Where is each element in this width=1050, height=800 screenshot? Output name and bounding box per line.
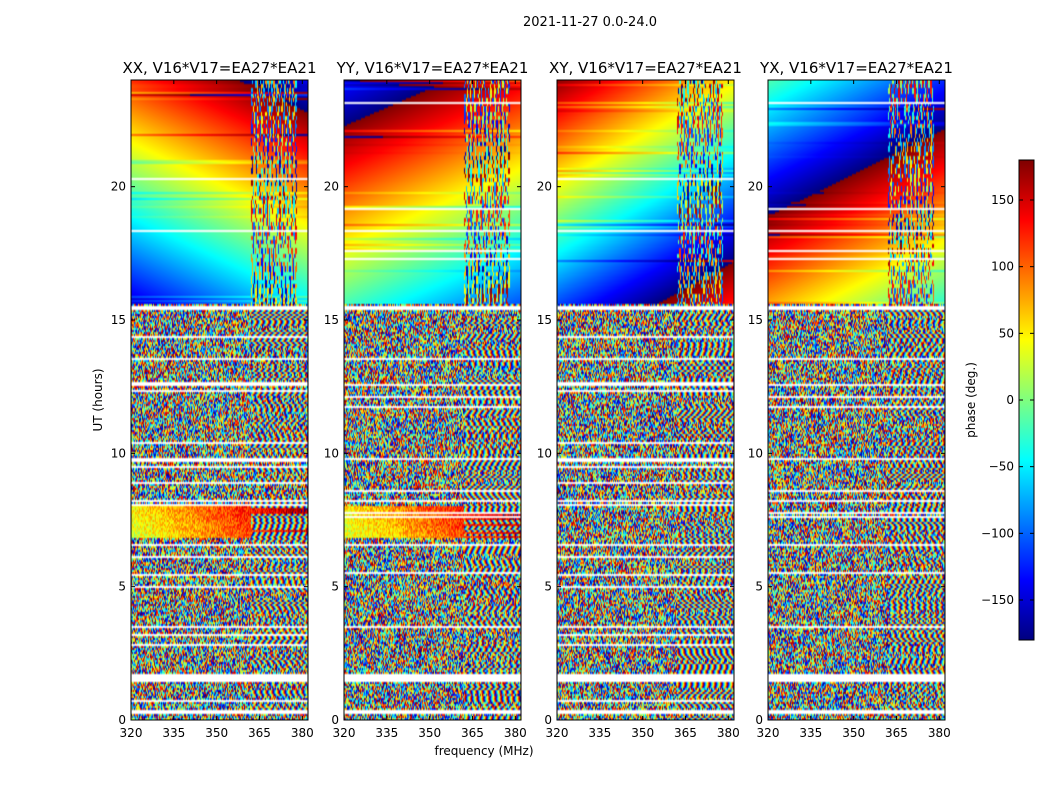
panel-title: YY, V16*V17=EA27*EA21: [336, 59, 529, 77]
x-tick-label: 365: [885, 726, 908, 740]
y-tick-label: 0: [118, 713, 126, 727]
y-tick-label: 10: [324, 446, 339, 460]
x-tick-label: 350: [418, 726, 441, 740]
figure-suptitle: 2021-11-27 0.0-24.0: [523, 15, 657, 30]
x-tick-label: 380: [291, 726, 314, 740]
x-tick-label: 350: [631, 726, 654, 740]
axes-frame: [556, 79, 735, 721]
colorbar-tick-label: 0: [1006, 393, 1014, 407]
colorbar-tick-label: 100: [991, 260, 1014, 274]
y-tick-label: 5: [118, 580, 126, 594]
heatmap-image-xy: [557, 80, 734, 720]
heatmap-image-xx: [131, 80, 308, 720]
x-tick-label: 350: [842, 726, 865, 740]
y-tick-label: 0: [544, 713, 552, 727]
panel-title: XY, V16*V17=EA27*EA21: [549, 59, 742, 77]
x-tick-label: 320: [333, 726, 356, 740]
x-tick-label: 350: [205, 726, 228, 740]
y-tick-label: 10: [537, 446, 552, 460]
x-tick-label: 380: [504, 726, 527, 740]
colorbar-tick-label: 150: [991, 193, 1014, 207]
colorbar-tick-label: 50: [999, 326, 1014, 340]
x-tick-label: 380: [928, 726, 951, 740]
y-tick-label: 20: [324, 180, 339, 194]
y-axis-label: UT (hours): [91, 368, 105, 431]
y-tick-label: 10: [748, 446, 763, 460]
colorbar-tick-label: −150: [981, 593, 1014, 607]
y-tick-label: 20: [111, 180, 126, 194]
heatmap-image-yx: [768, 80, 945, 720]
axes-frame: [130, 79, 309, 721]
x-axis-label: frequency (MHz): [434, 744, 533, 758]
y-tick-label: 15: [111, 313, 126, 327]
x-tick-label: 365: [248, 726, 271, 740]
panel-yy: YY, V16*V17=EA27*EA21 320 335 350 365 380 0 5 10…: [324, 59, 529, 740]
y-tick-label: 20: [748, 180, 763, 194]
colorbar-label: phase (deg.): [964, 362, 978, 438]
y-tick-label: 15: [537, 313, 552, 327]
panel-title: YX, V16*V17=EA27*EA21: [759, 59, 953, 77]
y-tick-label: 10: [111, 446, 126, 460]
y-tick-label: 0: [331, 713, 339, 727]
axes-frame: [343, 79, 522, 721]
y-tick-label: 5: [755, 580, 763, 594]
x-tick-label: 320: [757, 726, 780, 740]
axes-frame: [767, 79, 946, 721]
y-tick-label: 0: [755, 713, 763, 727]
heatmap-image-yy: [344, 80, 521, 720]
x-tick-label: 365: [674, 726, 697, 740]
colorbar-tick-label: −50: [989, 460, 1014, 474]
y-tick-label: 15: [748, 313, 763, 327]
y-tick-label: 5: [331, 580, 339, 594]
panel-xx: XX, V16*V17=EA27*EA21 320 335 350 365 380 0 5 10…: [111, 59, 317, 740]
y-tick-label: 20: [537, 180, 552, 194]
y-tick-label: 5: [544, 580, 552, 594]
panel-title: XX, V16*V17=EA27*EA21: [122, 59, 316, 77]
x-tick-label: 320: [546, 726, 569, 740]
x-tick-label: 335: [588, 726, 611, 740]
colorbar: −150 −100 −50 0 50 100 150 phase (deg.): [964, 159, 1035, 641]
x-tick-label: 365: [461, 726, 484, 740]
x-tick-label: 380: [717, 726, 740, 740]
x-tick-label: 335: [799, 726, 822, 740]
x-tick-label: 320: [120, 726, 143, 740]
y-tick-label: 15: [324, 313, 339, 327]
colorbar-tick-label: −100: [981, 526, 1014, 540]
x-tick-label: 335: [162, 726, 185, 740]
panel-yx: YX, V16*V17=EA27*EA21 320 335 350 365 380 0 5 10…: [748, 59, 953, 740]
panels-group: XX, V16*V17=EA27*EA21 320 335 350 365 380 0 5 10…: [111, 59, 953, 740]
panel-xy: XY, V16*V17=EA27*EA21 320 335 350 365 380 0 5 10…: [537, 59, 742, 740]
x-tick-label: 335: [375, 726, 398, 740]
